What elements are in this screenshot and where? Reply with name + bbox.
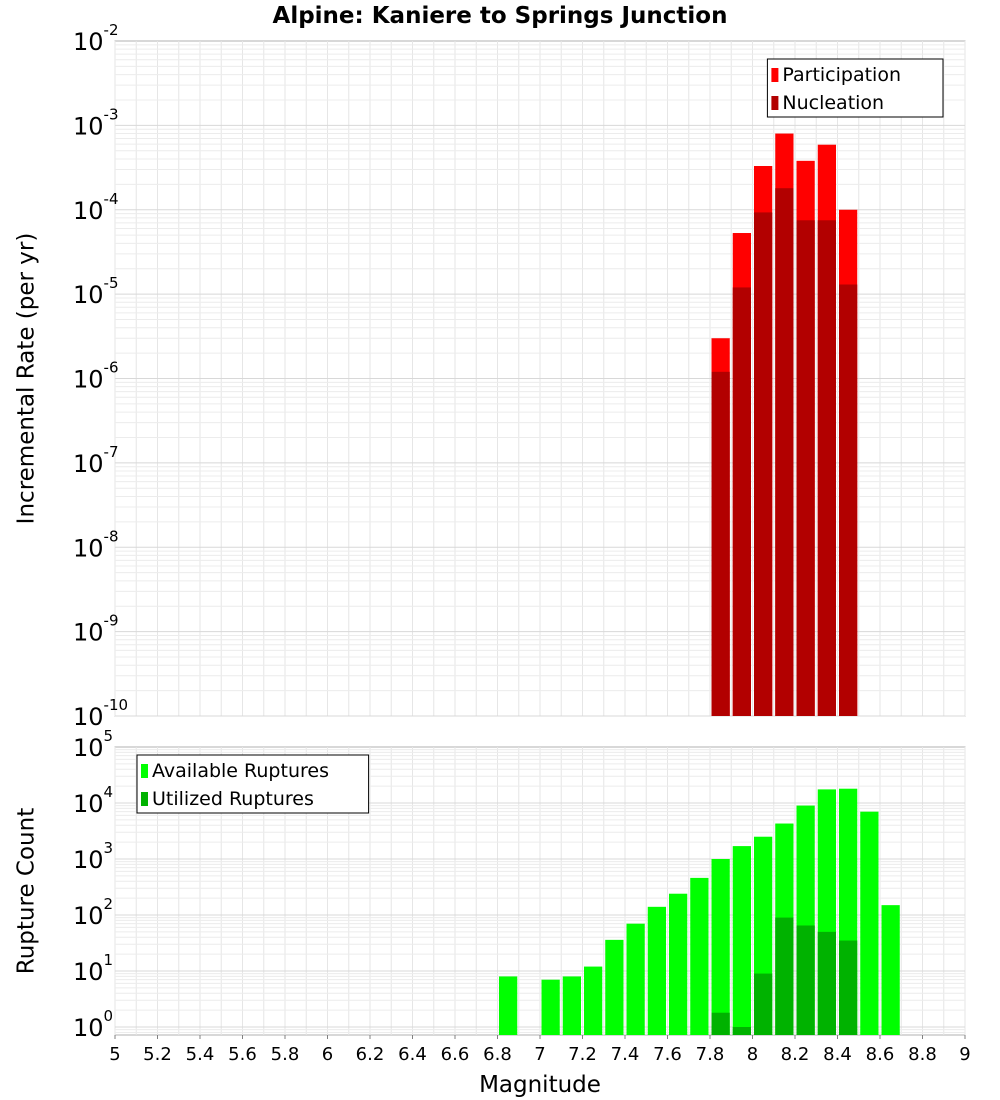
- top-y-ticks: 10-10 10-9 10-8 10-7 10-6 10-5 10-4 10-3 10-2: [73, 21, 128, 731]
- x-tick-label: 6.4: [398, 1044, 427, 1065]
- x-tick-label: 8.6: [866, 1044, 895, 1065]
- legend-label-utilized-ruptures: Utilized Ruptures: [152, 788, 314, 810]
- legend-swatch-participation: [771, 68, 779, 82]
- x-tick-label: 7.6: [653, 1044, 682, 1065]
- x-tick-label: 5.8: [271, 1044, 300, 1065]
- bar-utilized-ruptures: [796, 925, 815, 1035]
- bar-nucleation: [817, 220, 836, 717]
- top-legend: Participation Nucleation: [766, 58, 944, 118]
- x-tick-label: 8: [747, 1044, 758, 1065]
- bar-utilized-ruptures: [839, 940, 858, 1035]
- bar-available-ruptures: [881, 905, 900, 1035]
- y-tick-label: 101: [73, 951, 113, 986]
- x-tick-label: 9: [959, 1044, 970, 1065]
- bar-utilized-ruptures: [817, 931, 836, 1035]
- top-grid: [114, 41, 966, 717]
- x-tick-label: 5.6: [228, 1044, 257, 1065]
- x-tick-label: 5.2: [143, 1044, 172, 1065]
- y-tick-label: 10-10: [73, 696, 128, 731]
- chart-title: Alpine: Kaniere to Springs Junction: [273, 3, 728, 29]
- legend-box: [136, 754, 370, 814]
- legend-label-participation: Participation: [782, 64, 901, 86]
- bar-nucleation: [839, 284, 858, 716]
- y-tick-label: 10-9: [73, 612, 119, 647]
- y-tick-label: 10-6: [73, 359, 119, 394]
- y-tick-label: 100: [73, 1007, 113, 1042]
- bar-nucleation: [796, 220, 815, 717]
- x-tick-label: 7.8: [696, 1044, 725, 1065]
- bar-available-ruptures: [860, 811, 879, 1035]
- y-tick-label: 10-5: [73, 274, 119, 309]
- y-tick-label: 10-8: [73, 527, 119, 562]
- bottom-y-axis-title: Rupture Count: [14, 808, 40, 974]
- bar-available-ruptures: [690, 877, 709, 1035]
- rupture-count-panel: 100 101 102 103 104 105 5 5.2 5.4 5.6 5.8 6 6.2 6.4 6…: [14, 727, 971, 1098]
- bar-available-ruptures: [562, 976, 581, 1035]
- bar-utilized-ruptures: [711, 1012, 730, 1035]
- x-tick-label: 8.2: [781, 1044, 810, 1065]
- y-tick-label: 102: [73, 895, 113, 930]
- y-tick-label: 10-7: [73, 443, 119, 478]
- bar-nucleation: [775, 188, 794, 717]
- bottom-bars: [499, 788, 900, 1035]
- top-bars: [711, 133, 858, 717]
- legend-swatch-utilized-ruptures: [141, 792, 148, 806]
- bar-nucleation: [732, 287, 751, 716]
- x-tick-label: 7.4: [611, 1044, 640, 1065]
- bar-utilized-ruptures: [775, 917, 794, 1035]
- y-tick-label: 10-2: [73, 21, 119, 56]
- bar-available-ruptures: [584, 966, 603, 1035]
- x-tick-label: 5: [109, 1044, 120, 1065]
- bar-available-ruptures: [647, 906, 666, 1035]
- legend-box: [766, 58, 944, 118]
- x-tick-label: 6: [322, 1044, 333, 1065]
- participation-nucleation-panel: 10-10 10-9 10-8 10-7 10-6 10-5 10-4 10-3 10-2 In…: [14, 21, 966, 731]
- bar-available-ruptures: [499, 976, 518, 1035]
- x-tick-label: 8.4: [823, 1044, 852, 1065]
- legend-label-nucleation: Nucleation: [782, 92, 884, 114]
- x-tick-label: 7.2: [568, 1044, 597, 1065]
- bar-nucleation: [711, 371, 730, 716]
- bar-available-ruptures: [605, 939, 624, 1035]
- bottom-y-ticks: 100 101 102 103 104 105: [73, 727, 113, 1042]
- top-y-axis-title: Incremental Rate (per yr): [14, 233, 40, 525]
- bar-available-ruptures: [626, 923, 645, 1035]
- x-tick-label: 7: [534, 1044, 545, 1065]
- legend-swatch-available-ruptures: [141, 764, 148, 778]
- bar-nucleation: [754, 212, 773, 717]
- y-tick-label: 10-3: [73, 105, 119, 140]
- bar-available-ruptures: [669, 893, 688, 1035]
- x-tick-label: 8.8: [908, 1044, 937, 1065]
- y-tick-label: 105: [73, 727, 113, 762]
- x-tick-label: 6.6: [441, 1044, 470, 1065]
- y-tick-label: 104: [73, 783, 113, 818]
- y-tick-label: 103: [73, 839, 113, 874]
- bar-available-ruptures: [541, 979, 560, 1035]
- bar-available-ruptures: [711, 859, 730, 1035]
- x-axis-title: Magnitude: [479, 1072, 601, 1098]
- y-tick-label: 10-4: [73, 190, 119, 225]
- bar-utilized-ruptures: [732, 1027, 751, 1035]
- x-tick-label: 6.2: [356, 1044, 385, 1065]
- bottom-legend: Available Ruptures Utilized Ruptures: [136, 754, 370, 814]
- bar-available-ruptures: [732, 846, 751, 1035]
- legend-swatch-nucleation: [771, 96, 779, 110]
- bar-utilized-ruptures: [754, 973, 773, 1035]
- legend-label-available-ruptures: Available Ruptures: [152, 760, 329, 782]
- x-ticks: 5 5.2 5.4 5.6 5.8 6 6.2 6.4 6.6 6.8 7 7.2 7.4 7.6 7.8 8…: [109, 1035, 971, 1065]
- x-tick-label: 6.8: [483, 1044, 512, 1065]
- x-tick-label: 5.4: [186, 1044, 215, 1065]
